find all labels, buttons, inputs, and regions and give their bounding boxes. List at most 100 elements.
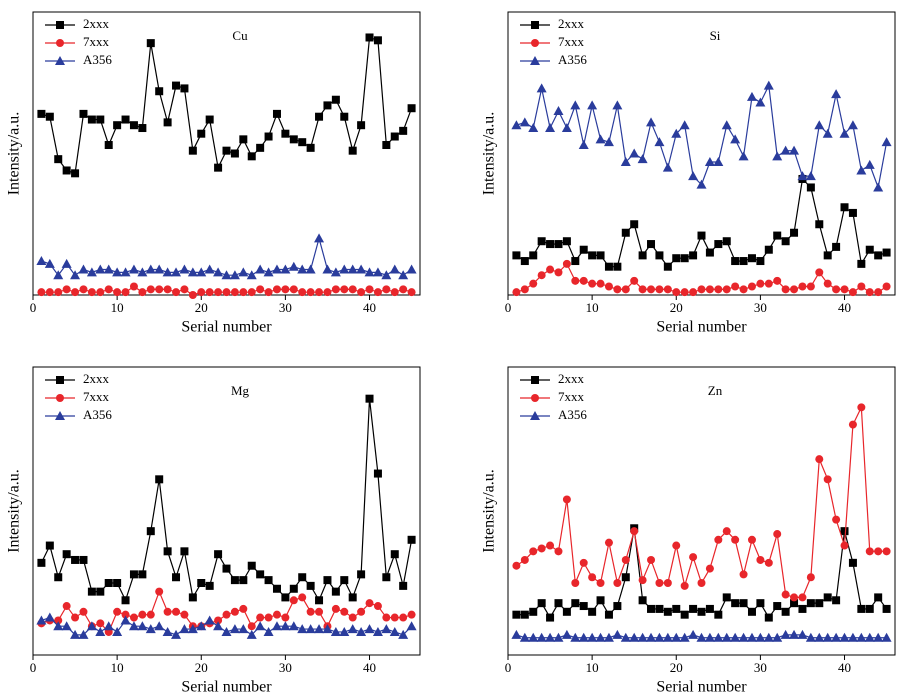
marker — [764, 613, 773, 622]
marker — [671, 632, 682, 642]
marker — [45, 112, 54, 121]
marker — [621, 285, 630, 294]
marker — [196, 267, 207, 277]
marker — [537, 599, 546, 608]
marker — [579, 602, 588, 611]
marker — [856, 165, 867, 175]
x-tick-label: 0 — [30, 300, 37, 315]
marker — [519, 117, 530, 127]
marker — [780, 145, 791, 155]
marker — [621, 573, 630, 582]
marker — [663, 579, 672, 587]
marker — [570, 632, 581, 642]
marker — [747, 254, 756, 263]
marker — [239, 288, 248, 297]
marker — [595, 134, 606, 144]
marker — [54, 288, 63, 297]
marker — [704, 156, 715, 166]
x-tick-label: 30 — [279, 660, 292, 675]
marker — [129, 121, 138, 130]
marker — [373, 469, 382, 478]
x-tick-label: 20 — [195, 300, 208, 315]
marker — [773, 602, 782, 611]
marker — [238, 267, 249, 277]
marker — [155, 587, 164, 596]
marker — [663, 262, 672, 271]
marker — [289, 596, 298, 605]
marker — [722, 593, 731, 602]
marker — [305, 624, 316, 634]
marker — [222, 564, 231, 573]
marker — [96, 587, 105, 596]
marker — [764, 279, 773, 288]
marker — [763, 80, 774, 90]
marker — [79, 607, 88, 616]
marker — [281, 593, 290, 602]
marker — [365, 394, 374, 403]
marker — [662, 632, 673, 642]
marker — [398, 270, 409, 280]
marker — [671, 128, 682, 138]
marker — [546, 265, 555, 274]
marker — [713, 156, 724, 166]
marker — [288, 621, 299, 631]
marker — [171, 267, 182, 277]
marker — [697, 579, 706, 587]
marker — [96, 619, 105, 628]
marker — [95, 264, 106, 274]
marker — [54, 616, 63, 625]
marker — [856, 632, 867, 642]
marker — [121, 596, 130, 605]
marker — [389, 626, 400, 636]
marker — [847, 632, 858, 642]
marker — [137, 621, 148, 631]
marker — [103, 621, 114, 631]
marker — [746, 91, 757, 101]
marker — [373, 36, 382, 45]
marker — [839, 128, 850, 138]
marker — [864, 159, 875, 169]
marker — [848, 558, 857, 567]
marker — [646, 117, 657, 127]
marker — [815, 268, 824, 277]
marker — [121, 115, 130, 124]
marker — [646, 632, 657, 642]
marker — [256, 570, 265, 579]
marker — [70, 629, 81, 639]
marker — [247, 561, 256, 570]
x-axis-label: Serial number — [181, 679, 272, 696]
marker — [815, 455, 824, 464]
marker — [146, 610, 155, 619]
marker — [747, 607, 756, 616]
marker — [689, 604, 698, 613]
marker — [138, 570, 147, 579]
marker — [554, 240, 563, 249]
marker — [113, 607, 122, 616]
marker — [528, 632, 539, 642]
marker — [840, 541, 849, 550]
marker — [239, 576, 248, 585]
marker — [222, 288, 231, 297]
marker — [847, 120, 858, 130]
marker — [672, 541, 681, 550]
marker — [680, 581, 689, 590]
marker — [755, 97, 766, 107]
marker — [553, 106, 564, 116]
marker — [281, 129, 290, 138]
marker — [696, 179, 707, 189]
marker — [873, 182, 884, 192]
marker — [340, 576, 349, 585]
marker — [738, 151, 749, 161]
marker — [814, 632, 825, 642]
marker — [731, 282, 740, 291]
marker — [331, 604, 340, 613]
marker — [722, 527, 731, 536]
marker — [113, 288, 122, 297]
marker — [805, 171, 816, 181]
marker — [679, 120, 690, 130]
marker — [113, 579, 122, 587]
marker — [365, 285, 374, 294]
marker — [138, 124, 147, 133]
legend-marker — [531, 21, 539, 29]
marker — [798, 593, 807, 602]
